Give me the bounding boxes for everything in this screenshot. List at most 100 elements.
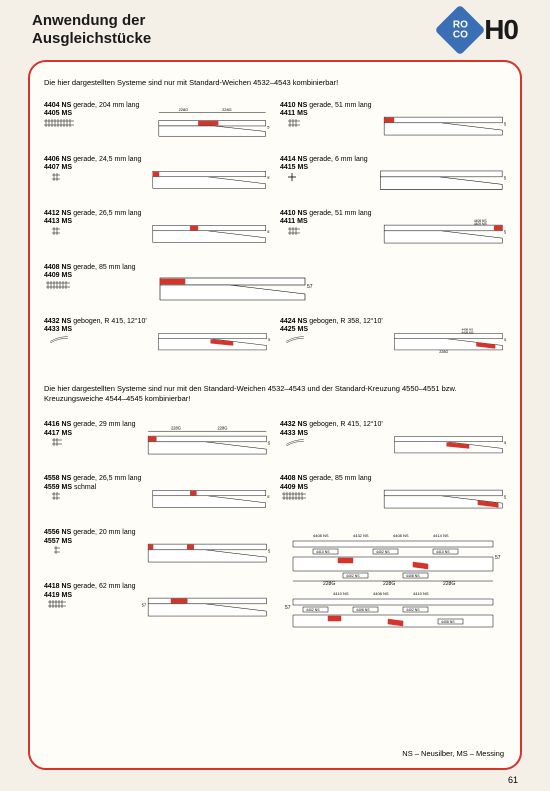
track-icon	[44, 600, 74, 608]
svg-text:4408 NS: 4408 NS	[441, 620, 455, 624]
switch-diagram: 57	[376, 102, 506, 142]
track-icon	[44, 546, 74, 554]
page-frame: Die hier dargestellten Systeme sind nur …	[28, 60, 522, 770]
svg-text:228G: 228G	[179, 107, 189, 112]
track-item: 4410 NSgerade, 51 mm lang 4411 MS 4408 N…	[280, 210, 506, 256]
switch-diagram: 57	[145, 475, 270, 515]
switch-diagram: 57	[145, 156, 270, 196]
svg-text:57: 57	[504, 121, 506, 126]
svg-text:4408 NS: 4408 NS	[406, 574, 420, 578]
track-item: 4410 NSgerade, 51 mm lang 4411 MS 57	[280, 102, 506, 148]
svg-text:57: 57	[268, 229, 270, 234]
track-icon	[280, 227, 310, 235]
svg-text:57: 57	[268, 441, 270, 446]
switch-diagram: 4408 NS 4409 MS 228G 57	[387, 318, 506, 358]
complex-switch-diagram: 4408 NS 4432 NS 4408 NS 4414 NS 4410 NS …	[280, 529, 506, 629]
page-number: 61	[508, 775, 518, 785]
track-item: 4414 NSgerade, 6 mm lang 4415 MS 57	[280, 156, 506, 202]
track-icon	[44, 438, 74, 446]
svg-text:57: 57	[268, 494, 270, 499]
svg-text:4408 NS: 4408 NS	[393, 533, 409, 538]
svg-text:57: 57	[504, 495, 506, 500]
track-icon	[44, 173, 74, 181]
svg-text:57: 57	[495, 555, 501, 561]
svg-text:57: 57	[141, 603, 146, 608]
track-icon	[44, 281, 74, 289]
svg-text:4409 MS: 4409 MS	[461, 330, 473, 334]
svg-text:4410 NS: 4410 NS	[413, 591, 429, 596]
svg-text:4410 NS: 4410 NS	[316, 550, 330, 554]
title-line1: Anwendung der	[32, 12, 151, 30]
track-item: 4432 NSgebogen, R 415, 12°10' 4433 MS 57	[44, 318, 270, 364]
curved-track-icon	[44, 335, 74, 343]
track-icon	[44, 227, 74, 235]
svg-text:4409 MS: 4409 MS	[473, 222, 487, 226]
track-item: 4404 NSgerade, 204 mm lang 4405 MS 228G …	[44, 102, 270, 148]
svg-text:57: 57	[504, 229, 506, 234]
svg-text:4414 NS: 4414 NS	[433, 533, 449, 538]
svg-text:4408 NS: 4408 NS	[373, 591, 389, 596]
svg-text:228G: 228G	[323, 581, 335, 587]
svg-text:4408 NS: 4408 NS	[356, 608, 370, 612]
switch-diagram: 57	[140, 583, 270, 623]
svg-text:228G: 228G	[223, 107, 233, 112]
track-icon	[280, 492, 310, 500]
svg-text:228G: 228G	[217, 426, 227, 431]
items-grid: 4404 NSgerade, 204 mm lang 4405 MS 228G …	[44, 102, 506, 630]
track-icon	[44, 492, 74, 500]
svg-text:228G: 228G	[443, 581, 455, 587]
track-item: 4408 NSgerade, 85 mm lang 4409 MS 57	[280, 475, 506, 521]
intro-text-1: Die hier dargestellten Systeme sind nur …	[44, 78, 506, 88]
svg-text:57: 57	[268, 549, 270, 554]
page-title: Anwendung der Ausgleichstücke	[32, 12, 151, 48]
svg-text:228G: 228G	[439, 350, 448, 354]
track-item: 4418 NSgerade, 62 mm lang 4419 MS 57	[44, 583, 270, 629]
switch-diagram: 4408 NS 4409 MS 57	[376, 210, 506, 250]
svg-text:57: 57	[503, 175, 506, 180]
switch-diagram: 57	[372, 156, 506, 196]
title-line2: Ausgleichstücke	[32, 30, 151, 48]
track-item: 4432 NSgebogen, R 415, 12°10' 4433 MS 57	[280, 421, 506, 467]
switch-diagram: 228G 228G 57	[143, 102, 270, 142]
switch-diagram: 57	[145, 210, 270, 250]
track-item: 4556 NSgerade, 20 mm lang 4557 MS 57	[44, 529, 270, 575]
svg-text:4402 NS: 4402 NS	[346, 574, 360, 578]
curved-track-icon	[280, 335, 310, 343]
track-item: 4412 NSgerade, 26,5 mm lang 4413 MS 57	[44, 210, 270, 256]
switch-diagram: 57	[376, 475, 506, 515]
ho-scale-label: H0	[484, 14, 518, 46]
switch-diagram: 57	[151, 318, 270, 358]
switch-diagram: 57	[140, 264, 320, 304]
track-item: 4416 NSgerade, 29 mm lang 4417 MS 228G 2…	[44, 421, 270, 467]
track-icon	[280, 173, 310, 181]
logo-line2: CO	[453, 30, 468, 40]
track-item: 4424 NSgebogen, R 358, 12°10' 4425 MS 44…	[280, 318, 506, 364]
svg-text:57: 57	[504, 338, 506, 342]
svg-text:228G: 228G	[171, 426, 181, 431]
svg-text:4408 NS: 4408 NS	[313, 533, 329, 538]
track-item: 4408 NSgerade, 85 mm lang 4409 MS 57	[44, 264, 506, 310]
svg-text:4402 NS: 4402 NS	[306, 608, 320, 612]
svg-text:57: 57	[307, 284, 313, 290]
curved-track-icon	[280, 438, 310, 446]
complex-diagram-1: 4408 NS 4432 NS 4408 NS 4414 NS 4410 NS …	[280, 529, 506, 629]
svg-text:4432 NS: 4432 NS	[353, 533, 369, 538]
switch-diagram: 57	[387, 421, 506, 461]
svg-text:4402 NS: 4402 NS	[406, 608, 420, 612]
switch-diagram: 57	[140, 529, 270, 569]
track-item: 4558 NSgerade, 26,5 mm lang 4559 MSschma…	[44, 475, 270, 521]
svg-text:4402 NS: 4402 NS	[376, 550, 390, 554]
logo-group: RO CO H0	[442, 12, 518, 48]
svg-text:57: 57	[268, 338, 270, 342]
track-item: 4406 NSgerade, 24,5 mm lang 4407 MS 57	[44, 156, 270, 202]
svg-text:228G: 228G	[383, 581, 395, 587]
roco-logo: RO CO	[435, 5, 486, 56]
switch-diagram: 228G 228G 57	[140, 421, 270, 461]
svg-text:4410 NS: 4410 NS	[436, 550, 450, 554]
track-icon	[44, 119, 74, 127]
svg-text:57: 57	[504, 441, 506, 445]
intro-text-2: Die hier dargestellten Systeme sind nur …	[44, 384, 506, 404]
footer-note: NS – Neusilber, MS – Messing	[402, 749, 504, 758]
svg-text:4410 NS: 4410 NS	[333, 591, 349, 596]
track-icon	[280, 119, 310, 127]
